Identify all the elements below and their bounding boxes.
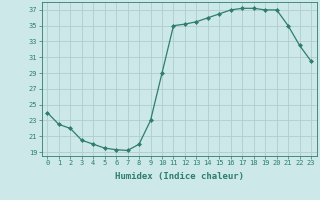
X-axis label: Humidex (Indice chaleur): Humidex (Indice chaleur) (115, 172, 244, 181)
